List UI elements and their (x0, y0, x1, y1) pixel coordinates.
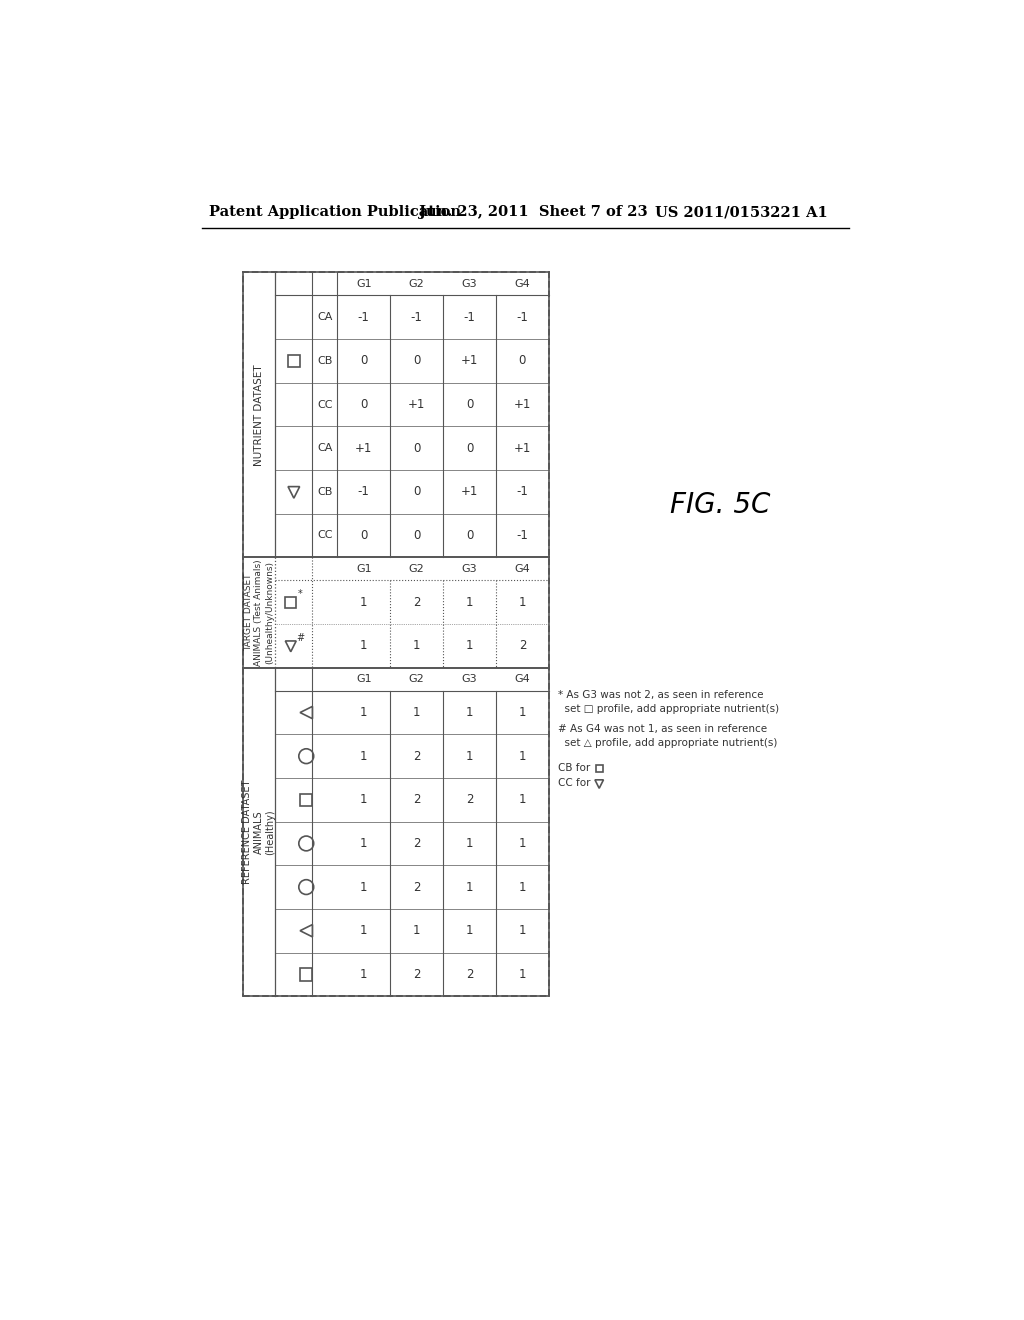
Text: 0: 0 (413, 529, 420, 543)
Text: 1: 1 (518, 706, 526, 719)
Text: 1: 1 (360, 968, 368, 981)
Text: 2: 2 (466, 793, 473, 807)
Text: TARGET DATASET
ANIMALS (Test Animals)
(Unhealthy/Unknowns): TARGET DATASET ANIMALS (Test Animals) (U… (244, 560, 273, 665)
Text: 1: 1 (360, 639, 368, 652)
Text: 1: 1 (518, 924, 526, 937)
Text: 0: 0 (360, 354, 368, 367)
Text: Patent Application Publication: Patent Application Publication (209, 206, 462, 219)
Bar (300, 793, 312, 807)
Text: CB: CB (317, 487, 333, 496)
Bar (286, 597, 296, 607)
Text: 2: 2 (413, 837, 420, 850)
Text: 1: 1 (466, 924, 473, 937)
Text: CC for: CC for (558, 779, 591, 788)
Text: -1: -1 (357, 310, 370, 323)
Text: 2: 2 (413, 880, 420, 894)
Text: CB: CB (317, 356, 333, 366)
Text: -1: -1 (516, 529, 528, 543)
Text: 1: 1 (466, 639, 473, 652)
Text: REFERENCE DATASET
ANIMALS
(Healthy): REFERENCE DATASET ANIMALS (Healthy) (243, 780, 275, 884)
Text: 0: 0 (360, 399, 368, 411)
Bar (288, 355, 300, 367)
Text: 1: 1 (518, 880, 526, 894)
Text: 1: 1 (518, 750, 526, 763)
Text: 2: 2 (413, 793, 420, 807)
Text: CA: CA (317, 313, 333, 322)
Text: 1: 1 (518, 968, 526, 981)
Text: 1: 1 (413, 639, 420, 652)
Text: 1: 1 (518, 837, 526, 850)
Text: +1: +1 (408, 399, 425, 411)
Text: 0: 0 (413, 354, 420, 367)
Text: 1: 1 (360, 837, 368, 850)
Text: 2: 2 (518, 639, 526, 652)
Bar (243, 272, 549, 997)
Text: G2: G2 (409, 279, 425, 289)
Text: G4: G4 (514, 675, 530, 684)
Text: 1: 1 (466, 750, 473, 763)
Text: -1: -1 (411, 310, 423, 323)
Text: 1: 1 (360, 880, 368, 894)
Text: 1: 1 (466, 880, 473, 894)
Text: -1: -1 (464, 310, 475, 323)
Text: G3: G3 (462, 675, 477, 684)
Text: G3: G3 (462, 279, 477, 289)
Text: set □ profile, add appropriate nutrient(s): set □ profile, add appropriate nutrient(… (558, 704, 779, 714)
Text: # As G4 was not 1, as seen in reference: # As G4 was not 1, as seen in reference (558, 725, 767, 734)
Text: 1: 1 (466, 706, 473, 719)
Text: 1: 1 (360, 793, 368, 807)
Text: 0: 0 (413, 486, 420, 499)
Text: CC: CC (317, 531, 333, 540)
Text: 1: 1 (360, 924, 368, 937)
Text: #: # (296, 634, 304, 643)
Text: FIG. 5C: FIG. 5C (671, 491, 771, 519)
Text: 0: 0 (519, 354, 526, 367)
Text: 2: 2 (413, 750, 420, 763)
Text: 1: 1 (466, 595, 473, 609)
Text: 1: 1 (466, 837, 473, 850)
Text: 2: 2 (413, 968, 420, 981)
Text: 0: 0 (360, 529, 368, 543)
Text: 0: 0 (466, 529, 473, 543)
Text: CB for: CB for (558, 763, 591, 772)
Text: -1: -1 (357, 486, 370, 499)
Text: set △ profile, add appropriate nutrient(s): set △ profile, add appropriate nutrient(… (558, 738, 777, 748)
Text: -1: -1 (516, 486, 528, 499)
Text: 1: 1 (518, 595, 526, 609)
Text: G1: G1 (356, 564, 372, 574)
Text: -1: -1 (516, 310, 528, 323)
Text: Jun. 23, 2011  Sheet 7 of 23: Jun. 23, 2011 Sheet 7 of 23 (419, 206, 647, 219)
Text: +1: +1 (514, 442, 531, 454)
Text: 1: 1 (360, 750, 368, 763)
Text: G1: G1 (356, 279, 372, 289)
Text: 1: 1 (360, 706, 368, 719)
Text: 1: 1 (413, 924, 420, 937)
Text: CA: CA (317, 444, 333, 453)
Text: 0: 0 (466, 399, 473, 411)
Text: *: * (298, 590, 302, 599)
Text: +1: +1 (514, 399, 531, 411)
Text: 1: 1 (413, 706, 420, 719)
Text: 0: 0 (466, 442, 473, 454)
Bar (300, 968, 312, 981)
Text: +1: +1 (461, 486, 478, 499)
Text: G1: G1 (356, 675, 372, 684)
Text: CC: CC (317, 400, 333, 409)
Text: G2: G2 (409, 675, 425, 684)
Text: 1: 1 (518, 793, 526, 807)
Text: G4: G4 (514, 279, 530, 289)
Text: 2: 2 (466, 968, 473, 981)
Text: +1: +1 (461, 354, 478, 367)
Bar (596, 764, 603, 772)
Text: * As G3 was not 2, as seen in reference: * As G3 was not 2, as seen in reference (558, 689, 764, 700)
Text: 0: 0 (413, 442, 420, 454)
Text: G3: G3 (462, 564, 477, 574)
Text: 2: 2 (413, 595, 420, 609)
Text: US 2011/0153221 A1: US 2011/0153221 A1 (655, 206, 827, 219)
Text: NUTRIENT DATASET: NUTRIENT DATASET (254, 364, 264, 466)
Text: G4: G4 (514, 564, 530, 574)
Text: +1: +1 (355, 442, 373, 454)
Text: G2: G2 (409, 564, 425, 574)
Text: 1: 1 (360, 595, 368, 609)
